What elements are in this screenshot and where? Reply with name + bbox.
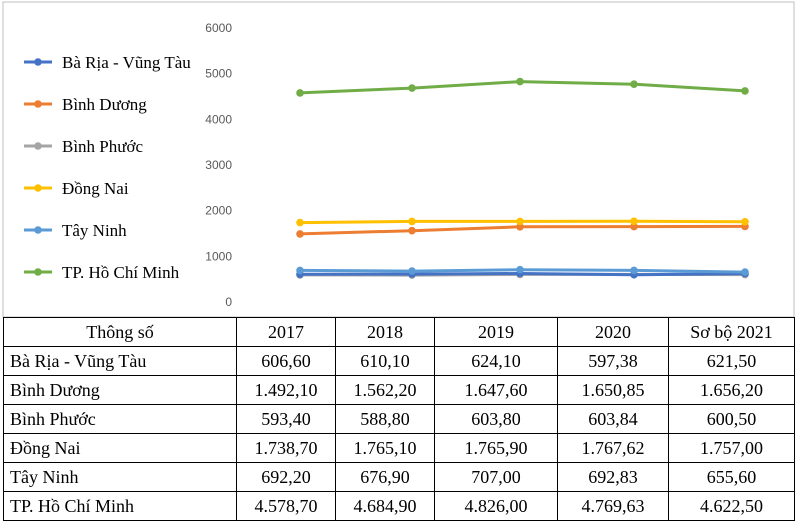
table-cell: 4.578,70 xyxy=(236,491,336,521)
legend-swatch-marker xyxy=(34,58,42,66)
legend-swatch-marker xyxy=(34,268,42,276)
table-cell: 600,50 xyxy=(668,404,795,434)
table-cell: 692,20 xyxy=(236,462,336,492)
header-cell: 2019 xyxy=(434,317,558,347)
table-cell: 4.684,90 xyxy=(335,491,435,521)
legend-label: Bà Rịa - Vũng Tàu xyxy=(62,53,191,72)
table-header-row: Thông số 2017 2018 2019 2020 Sơ bộ 2021 xyxy=(3,317,795,347)
series-4-point xyxy=(741,268,749,276)
legend-swatch-marker xyxy=(34,142,42,150)
table-row: TP. Hồ Chí Minh 4.578,70 4.684,90 4.826,… xyxy=(3,491,795,521)
legend-label: TP. Hồ Chí Minh xyxy=(62,263,180,282)
y-axis-ticks: 0 1000 2000 3000 4000 5000 6000 xyxy=(205,21,232,309)
series-1-point xyxy=(516,223,524,231)
line-chart: 0 1000 2000 3000 4000 5000 6000 Bà Rịa - Vũng … xyxy=(2,1,795,318)
table-row: Bình Dương 1.492,10 1.562,20 1.647,60 1.… xyxy=(3,375,795,405)
table-row: Bình Phước 593,40 588,80 603,80 603,84 6… xyxy=(3,404,795,434)
series-5-point xyxy=(741,87,749,95)
table-cell: 603,80 xyxy=(434,404,558,434)
table-cell: 606,60 xyxy=(236,346,336,376)
series-4-point xyxy=(408,267,416,275)
series-1-group xyxy=(296,222,749,238)
series-4-group xyxy=(296,265,749,276)
series-3-point xyxy=(516,217,524,226)
series-3-point xyxy=(630,217,638,226)
legend-swatch-marker xyxy=(34,100,42,108)
series-1-point xyxy=(630,222,638,231)
header-cell: 2018 xyxy=(335,317,435,347)
legend-label: Bình Phước xyxy=(62,137,143,156)
table-cell: 4.622,50 xyxy=(668,491,795,521)
table-cell: 1.656,20 xyxy=(668,375,795,405)
row-label: Bình Dương xyxy=(3,375,237,405)
table-cell: 676,90 xyxy=(335,462,435,492)
chart-area-border xyxy=(2,1,795,318)
header-cell: 2017 xyxy=(236,317,336,347)
table-cell: 621,50 xyxy=(668,346,795,376)
data-table: Thông số 2017 2018 2019 2020 Sơ bộ 2021 … xyxy=(3,317,795,521)
y-tick-label: 3000 xyxy=(205,158,232,172)
y-tick-label: 0 xyxy=(225,295,232,309)
table-cell: 624,10 xyxy=(434,346,558,376)
table-cell: 603,84 xyxy=(557,404,669,434)
legend-label: Bình Dương xyxy=(62,95,147,114)
y-tick-label: 6000 xyxy=(205,21,232,35)
series-4-point xyxy=(296,266,304,275)
series-1-point xyxy=(296,230,304,238)
series-lines xyxy=(296,77,749,279)
row-label: Bà Rịa - Vũng Tàu xyxy=(3,346,237,376)
legend-label: Đồng Nai xyxy=(62,179,129,198)
series-3-point xyxy=(741,218,749,226)
legend: Bà Rịa - Vũng Tàu Bình Dương Bình Phước Đồn… xyxy=(24,53,191,282)
table-cell: 692,83 xyxy=(557,462,669,492)
table-cell: 1.492,10 xyxy=(236,375,336,405)
table-cell: 1.767,62 xyxy=(557,433,669,463)
table-cell: 1.765,10 xyxy=(335,433,435,463)
row-label: TP. Hồ Chí Minh xyxy=(3,491,237,521)
table-cell: 1.765,90 xyxy=(434,433,558,463)
table-cell: 4.769,63 xyxy=(557,491,669,521)
table-row: Tây Ninh 692,20 676,90 707,00 692,83 655… xyxy=(3,462,795,492)
row-label: Đồng Nai xyxy=(3,433,237,463)
series-1-point xyxy=(408,226,416,235)
series-5-group xyxy=(296,77,749,97)
series-3-point xyxy=(296,218,304,227)
header-cell: Thông số xyxy=(3,317,237,347)
table-cell: 597,38 xyxy=(557,346,669,376)
legend-swatch-marker xyxy=(34,226,42,234)
table-cell: 707,00 xyxy=(434,462,558,492)
series-3-group xyxy=(296,217,749,227)
table-row: Bà Rịa - Vũng Tàu 606,60 610,10 624,10 5… xyxy=(3,346,795,376)
row-label: Bình Phước xyxy=(3,404,237,434)
table-cell: 1.650,85 xyxy=(557,375,669,405)
table-cell: 1.738,70 xyxy=(236,433,336,463)
table-cell: 655,60 xyxy=(668,462,795,492)
table-row: Đồng Nai 1.738,70 1.765,10 1.765,90 1.76… xyxy=(3,433,795,463)
legend-label: Tây Ninh xyxy=(62,221,127,240)
series-5-point xyxy=(630,80,638,88)
y-tick-label: 5000 xyxy=(205,67,232,81)
series-5-point xyxy=(408,84,416,92)
y-tick-label: 1000 xyxy=(205,249,232,263)
y-tick-label: 2000 xyxy=(205,204,232,218)
table-cell: 588,80 xyxy=(335,404,435,434)
table-cell: 1.562,20 xyxy=(335,375,435,405)
legend-swatch-marker xyxy=(34,184,42,192)
table-cell: 1.757,00 xyxy=(668,433,795,463)
row-label: Tây Ninh xyxy=(3,462,237,492)
series-3-point xyxy=(408,217,416,226)
header-cell: Sơ bộ 2021 xyxy=(668,317,795,347)
series-4-point xyxy=(516,265,524,274)
table-cell: 1.647,60 xyxy=(434,375,558,405)
table-cell: 610,10 xyxy=(335,346,435,376)
table-cell: 4.826,00 xyxy=(434,491,558,521)
table-cell: 593,40 xyxy=(236,404,336,434)
series-5-point xyxy=(516,77,524,86)
series-5-point xyxy=(296,89,304,97)
y-tick-label: 4000 xyxy=(205,112,232,126)
header-cell: 2020 xyxy=(557,317,669,347)
series-4-point xyxy=(630,266,638,275)
